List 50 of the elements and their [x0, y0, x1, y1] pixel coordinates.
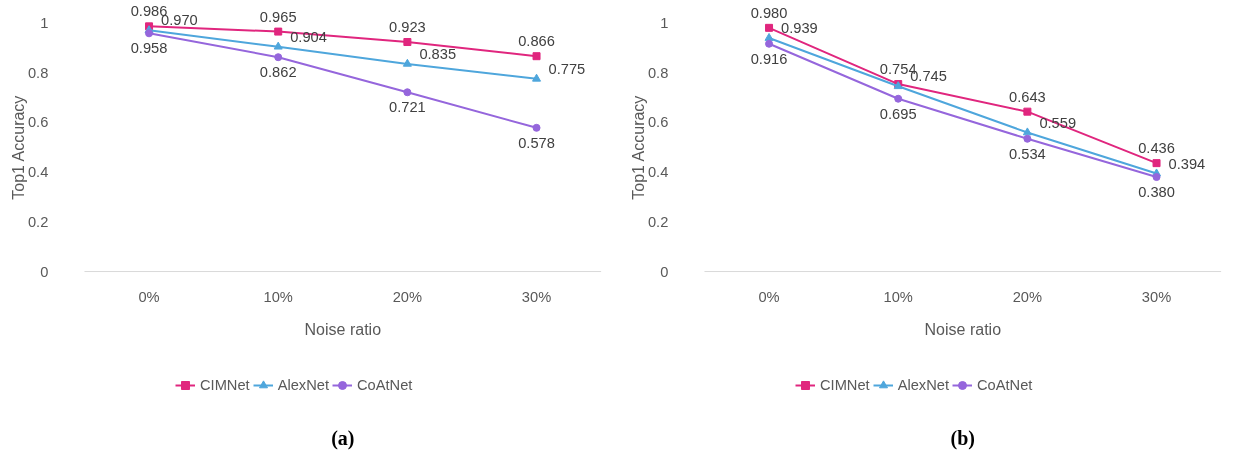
data-label: 0.436	[1138, 140, 1175, 157]
data-label: 0.939	[781, 20, 818, 37]
data-label: 0.866	[518, 33, 555, 50]
data-label: 0.923	[389, 19, 426, 36]
x-axis-title: Noise ratio	[924, 321, 1002, 339]
x-tick-label: 20%	[1012, 288, 1043, 305]
y-tick-label: 0	[660, 263, 669, 280]
y-tick-label: 0.4	[647, 164, 669, 181]
text: (a)	[331, 427, 355, 451]
x-tick-label: 30%	[1141, 288, 1172, 305]
y-tick-label: 0.8	[647, 64, 669, 81]
data-label: 0.695	[879, 105, 917, 122]
data-label: 0.380	[1138, 184, 1175, 201]
legend-label: CoAtNet	[357, 377, 413, 393]
text: (b)	[950, 427, 976, 451]
y-tick-label: 0.8	[27, 64, 49, 81]
legend-label: AlexNet	[277, 377, 330, 393]
data-label: 0.721	[389, 99, 426, 116]
y-axis-title: Top1 Accuracy	[629, 95, 647, 200]
data-label: 0.862	[259, 64, 297, 81]
data-label: 0.958	[130, 40, 168, 57]
y-tick-label: 0.2	[27, 213, 49, 230]
data-label: 0.916	[750, 50, 788, 67]
x-tick-label: 0%	[138, 288, 160, 305]
data-label: 0.775	[548, 60, 586, 77]
data-label: 0.965	[259, 8, 297, 25]
legend-label: CIMNet	[200, 377, 250, 393]
x-tick-label: 20%	[392, 288, 423, 305]
y-tick-label: 0.2	[647, 213, 669, 230]
y-tick-label: 0.6	[27, 114, 49, 131]
data-label: 0.980	[750, 4, 788, 21]
y-tick-label: 0	[40, 263, 49, 280]
x-tick-label: 10%	[263, 288, 293, 305]
data-label: 0.835	[419, 45, 457, 62]
data-label: 0.578	[518, 134, 555, 151]
legend-label: CIMNet	[820, 377, 870, 393]
x-axis-title: Noise ratio	[304, 321, 382, 339]
y-tick-label: 0.6	[647, 114, 669, 131]
y-tick-label: 0.4	[27, 164, 49, 181]
x-tick-label: 30%	[521, 288, 552, 305]
y-tick-label: 1	[660, 14, 669, 31]
data-label: 0.394	[1168, 155, 1206, 172]
legend-label: CoAtNet	[977, 377, 1033, 393]
data-label: 0.643	[1009, 88, 1046, 105]
legend-label: AlexNet	[897, 377, 950, 393]
y-tick-label: 1	[40, 14, 49, 31]
y-axis-title: Top1 Accuracy	[9, 95, 27, 200]
x-tick-label: 10%	[883, 288, 913, 305]
x-tick-label: 0%	[758, 288, 780, 305]
data-label: 0.534	[1009, 145, 1046, 162]
